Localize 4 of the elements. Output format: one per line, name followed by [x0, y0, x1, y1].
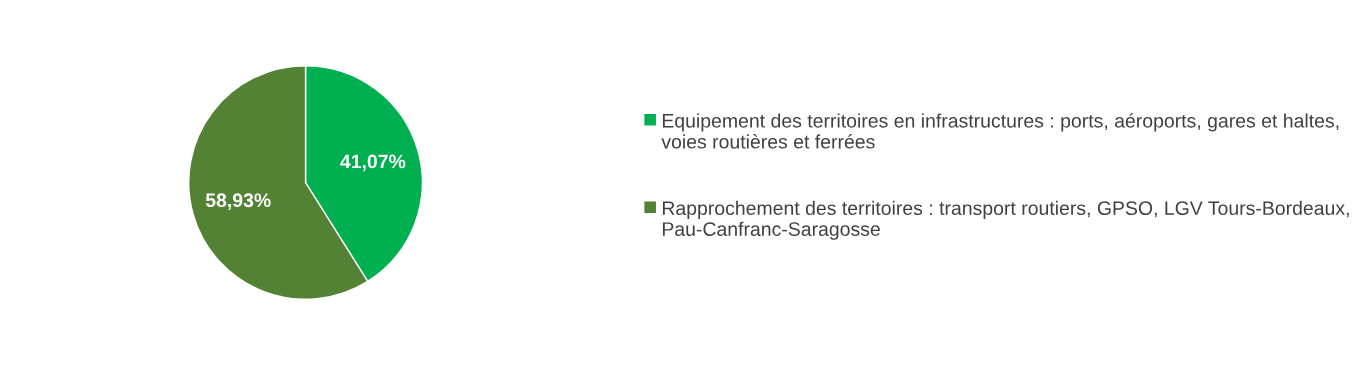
data-label: 58,93%: [205, 193, 271, 210]
legend-label: Rapprochement des territoires : transport routiers, GPSO, LGV Tours-Bordeaux, Pau-Canfranc-Saragosse: [662, 200, 1349, 240]
data-label: 41,07%: [340, 154, 406, 172]
legend-label: Equipement des territoires en infrastructures : ports, aéroports, gares et haltes, voies routières et ferrées: [661, 113, 1339, 149]
